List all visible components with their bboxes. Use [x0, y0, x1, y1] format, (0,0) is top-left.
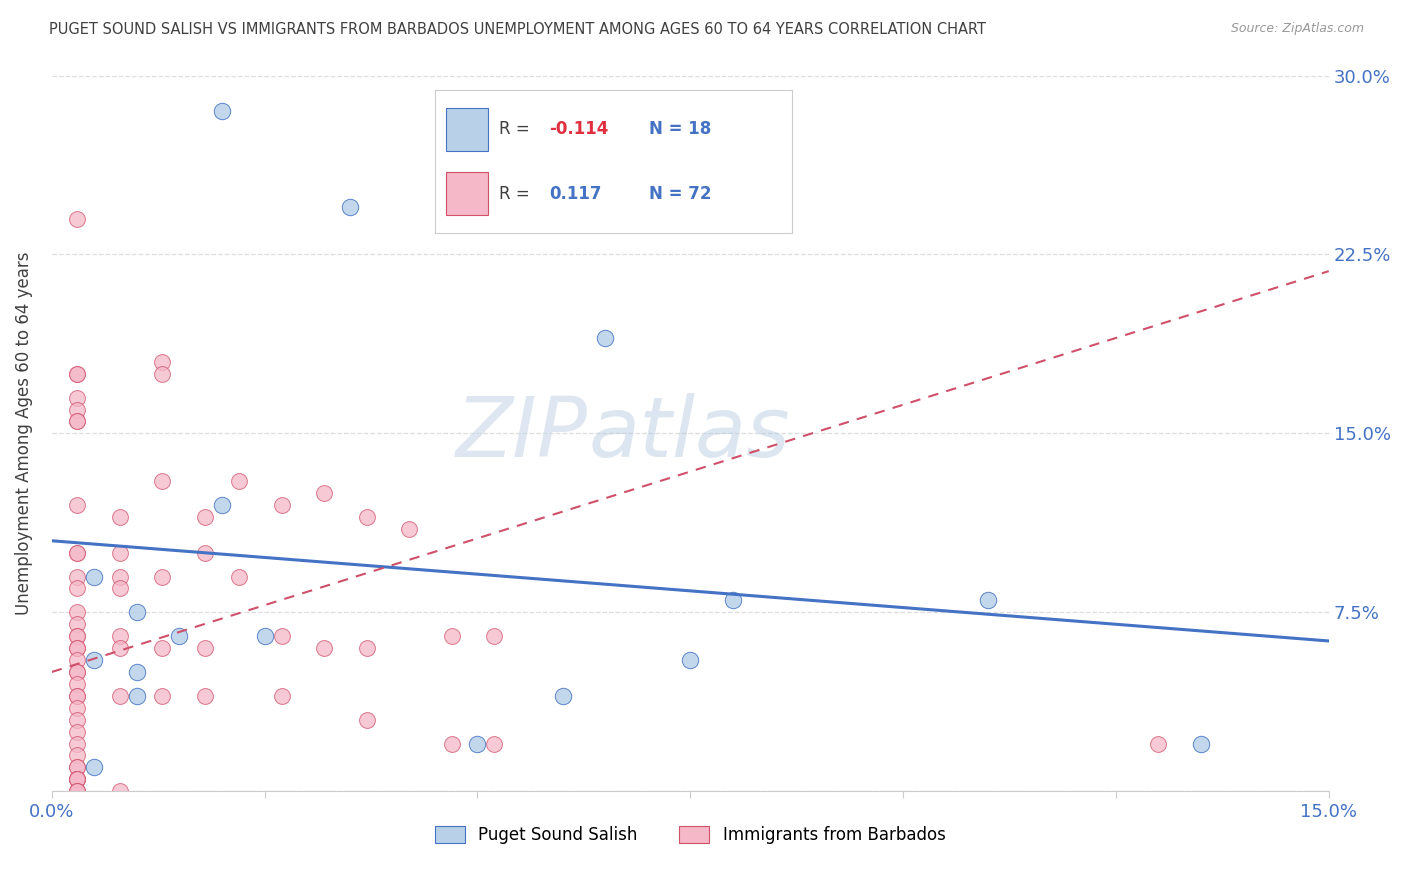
Point — [108, 582, 131, 596]
Point — [194, 689, 217, 703]
Point — [108, 784, 131, 798]
Point — [484, 629, 506, 643]
Point — [593, 331, 616, 345]
Point — [66, 760, 89, 774]
Point — [194, 546, 217, 560]
Point — [66, 653, 89, 667]
Text: Source: ZipAtlas.com: Source: ZipAtlas.com — [1230, 22, 1364, 36]
Text: atlas: atlas — [588, 392, 790, 474]
Point — [679, 653, 702, 667]
Point — [108, 689, 131, 703]
Point — [66, 724, 89, 739]
Point — [314, 641, 336, 656]
Point — [152, 641, 174, 656]
Point — [66, 498, 89, 512]
Legend: Puget Sound Salish, Immigrants from Barbados: Puget Sound Salish, Immigrants from Barb… — [434, 826, 946, 844]
Point — [977, 593, 1000, 607]
Text: ZIP: ZIP — [456, 392, 588, 474]
Point — [467, 737, 489, 751]
Point — [66, 629, 89, 643]
Point — [66, 582, 89, 596]
Point — [66, 211, 89, 226]
Point — [194, 509, 217, 524]
Point — [66, 772, 89, 787]
Point — [356, 713, 378, 727]
Point — [66, 641, 89, 656]
Point — [66, 784, 89, 798]
Point — [66, 391, 89, 405]
Point — [66, 677, 89, 691]
Point — [270, 498, 292, 512]
Point — [108, 546, 131, 560]
Point — [83, 653, 105, 667]
Point — [253, 629, 276, 643]
Point — [125, 605, 148, 619]
Point — [108, 641, 131, 656]
Point — [125, 689, 148, 703]
Y-axis label: Unemployment Among Ages 60 to 64 years: Unemployment Among Ages 60 to 64 years — [15, 252, 32, 615]
Point — [66, 737, 89, 751]
Point — [66, 772, 89, 787]
Point — [66, 689, 89, 703]
Point — [66, 665, 89, 679]
Point — [108, 629, 131, 643]
Point — [721, 593, 744, 607]
Point — [66, 569, 89, 583]
Point — [125, 665, 148, 679]
Point — [440, 737, 463, 751]
Point — [66, 713, 89, 727]
Point — [66, 367, 89, 381]
Point — [152, 355, 174, 369]
Point — [66, 402, 89, 417]
Point — [440, 629, 463, 643]
Point — [108, 569, 131, 583]
Point — [66, 414, 89, 428]
Point — [66, 689, 89, 703]
Point — [211, 498, 233, 512]
Point — [66, 700, 89, 714]
Point — [152, 689, 174, 703]
Point — [66, 367, 89, 381]
Point — [83, 760, 105, 774]
Point — [66, 784, 89, 798]
Text: PUGET SOUND SALISH VS IMMIGRANTS FROM BARBADOS UNEMPLOYMENT AMONG AGES 60 TO 64 : PUGET SOUND SALISH VS IMMIGRANTS FROM BA… — [49, 22, 986, 37]
Point — [66, 546, 89, 560]
Point — [66, 665, 89, 679]
Point — [228, 474, 250, 488]
Point — [66, 748, 89, 763]
Point — [66, 760, 89, 774]
Point — [228, 569, 250, 583]
Point — [194, 641, 217, 656]
Point — [83, 569, 105, 583]
Point — [314, 486, 336, 500]
Point — [270, 689, 292, 703]
Point — [356, 509, 378, 524]
Point — [66, 784, 89, 798]
Point — [152, 367, 174, 381]
Point — [108, 509, 131, 524]
Point — [66, 546, 89, 560]
Point — [484, 737, 506, 751]
Point — [211, 104, 233, 119]
Point — [152, 474, 174, 488]
Point — [66, 629, 89, 643]
Point — [152, 569, 174, 583]
Point — [66, 617, 89, 632]
Point — [169, 629, 191, 643]
Point — [339, 200, 361, 214]
Point — [66, 641, 89, 656]
Point — [1189, 737, 1212, 751]
Point — [1147, 737, 1170, 751]
Point — [66, 605, 89, 619]
Point — [356, 641, 378, 656]
Point — [270, 629, 292, 643]
Point — [551, 689, 574, 703]
Point — [66, 414, 89, 428]
Point — [66, 772, 89, 787]
Point — [66, 772, 89, 787]
Point — [398, 522, 420, 536]
